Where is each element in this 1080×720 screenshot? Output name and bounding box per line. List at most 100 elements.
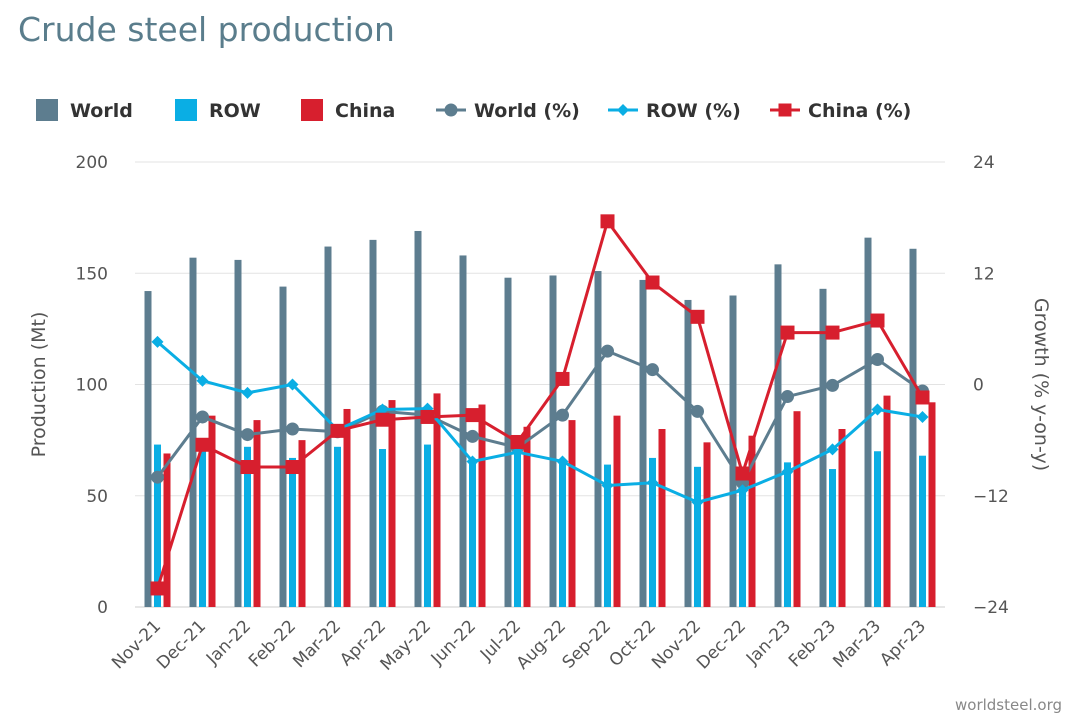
point-china-jul-22 (510, 434, 525, 449)
point-world-mar-23 (871, 352, 884, 366)
bar-row-dec-22 (739, 469, 746, 607)
point-world-feb-22 (286, 422, 299, 436)
bar-world-apr-23 (909, 248, 917, 607)
y-axis-title: Production (Mt) (28, 312, 50, 458)
point-china-mar-22 (330, 423, 345, 438)
bar-world-dec-21 (189, 257, 197, 607)
point-row-nov-21 (151, 335, 164, 348)
bar-row-dec-21 (199, 449, 206, 607)
bar-row-oct-22 (649, 457, 656, 607)
point-china-apr-22 (375, 412, 390, 427)
bar-row-feb-22 (289, 457, 296, 607)
point-china-aug-22 (555, 371, 570, 386)
point-row-nov-22 (691, 496, 704, 509)
legend-swatch-row (175, 99, 197, 121)
bar-row-mar-23 (874, 451, 881, 607)
legend-swatch-china (301, 99, 323, 121)
line-row (156, 340, 923, 504)
point-row-feb-22 (286, 378, 299, 391)
x-tick-label: Jun-22 (427, 616, 480, 669)
x-tick-label: Nov-22 (648, 616, 705, 673)
point-row-dec-22 (736, 484, 749, 497)
y2-tick-label: 12 (973, 264, 995, 284)
source-credit: worldsteel.org (955, 696, 1062, 714)
point-row-jun-22 (466, 455, 479, 468)
bar-china-nov-21 (163, 453, 171, 607)
chart-title: Crude steel production (18, 10, 395, 49)
bar-world-oct-22 (639, 279, 647, 607)
legend-marker-world (444, 103, 458, 117)
bar-china-feb-22 (298, 440, 306, 607)
bar-world-aug-22 (549, 275, 557, 607)
point-world-jan-23 (781, 390, 794, 404)
bar-china-apr-22 (388, 400, 396, 607)
point-world-nov-21 (151, 470, 164, 484)
point-world-jan-22 (241, 428, 254, 442)
bar-china-jan-22 (253, 420, 261, 607)
bar-china-may-22 (433, 393, 441, 607)
bar-world-sep-22 (594, 271, 602, 607)
x-tick-label: Sep-22 (559, 616, 615, 672)
y-tick-label: 50 (86, 487, 108, 507)
point-row-jan-23 (781, 465, 794, 478)
bar-world-feb-23 (819, 288, 827, 607)
bar-china-jul-22 (523, 426, 531, 607)
bar-row-nov-21 (154, 444, 161, 607)
bar-china-dec-21 (208, 415, 216, 607)
y2-tick-label: 24 (973, 153, 995, 173)
point-world-feb-23 (826, 378, 839, 392)
y2-tick-label: 0 (973, 376, 984, 396)
x-tick-label: Apr-23 (876, 616, 930, 670)
x-tick-label: Feb-22 (245, 616, 300, 671)
y2-tick-label: −12 (973, 487, 1009, 507)
bar-world-mar-22 (324, 246, 332, 608)
bar-row-feb-23 (829, 469, 836, 607)
bar-world-dec-22 (729, 295, 737, 607)
point-row-jul-22 (511, 446, 524, 459)
point-row-apr-23 (916, 410, 929, 423)
bar-world-mar-23 (864, 237, 872, 607)
bar-row-sep-22 (604, 464, 611, 607)
x-tick-label: Dec-22 (693, 616, 750, 673)
y2-tick-label: −24 (973, 598, 1009, 618)
point-world-nov-22 (691, 404, 704, 418)
bar-row-apr-22 (379, 449, 386, 607)
bar-row-jan-22 (244, 446, 251, 607)
x-tick-label: Jan-22 (202, 616, 255, 669)
bar-row-may-22 (424, 444, 431, 607)
point-china-jun-22 (465, 408, 480, 423)
point-china-jan-22 (240, 460, 255, 475)
point-row-jan-22 (241, 386, 254, 399)
point-world-oct-22 (646, 363, 659, 377)
bar-china-nov-22 (703, 442, 711, 607)
point-row-oct-22 (646, 476, 659, 489)
legend-label-row: ROW (209, 100, 261, 122)
point-world-aug-22 (556, 408, 569, 422)
bar-row-jun-22 (469, 460, 476, 607)
y-tick-label: 0 (97, 598, 108, 618)
legend-label-china: China (%) (808, 100, 911, 122)
bar-world-jul-22 (504, 277, 512, 607)
x-tick-label: Jan-23 (742, 616, 795, 669)
bar-world-nov-21 (144, 291, 152, 607)
point-row-aug-22 (556, 455, 569, 468)
x-tick-label: Nov-21 (108, 616, 165, 673)
line-china (156, 219, 924, 589)
bar-row-jan-23 (784, 462, 791, 607)
point-china-dec-22 (735, 466, 750, 481)
point-china-dec-21 (195, 437, 210, 452)
bar-china-aug-22 (568, 420, 576, 607)
x-tick-label: Feb-23 (785, 616, 840, 671)
legend-label-world: World (%) (474, 100, 580, 122)
bar-china-sep-22 (613, 415, 621, 607)
legend-marker-china (778, 103, 792, 117)
point-china-apr-23 (915, 390, 930, 405)
legend-label-row: ROW (%) (646, 100, 741, 122)
point-world-dec-21 (196, 410, 209, 424)
legend-label-china: China (335, 100, 395, 122)
y-tick-label: 200 (76, 153, 108, 173)
bar-china-jan-23 (793, 411, 801, 607)
bar-world-nov-22 (684, 299, 692, 607)
point-china-mar-23 (870, 313, 885, 328)
